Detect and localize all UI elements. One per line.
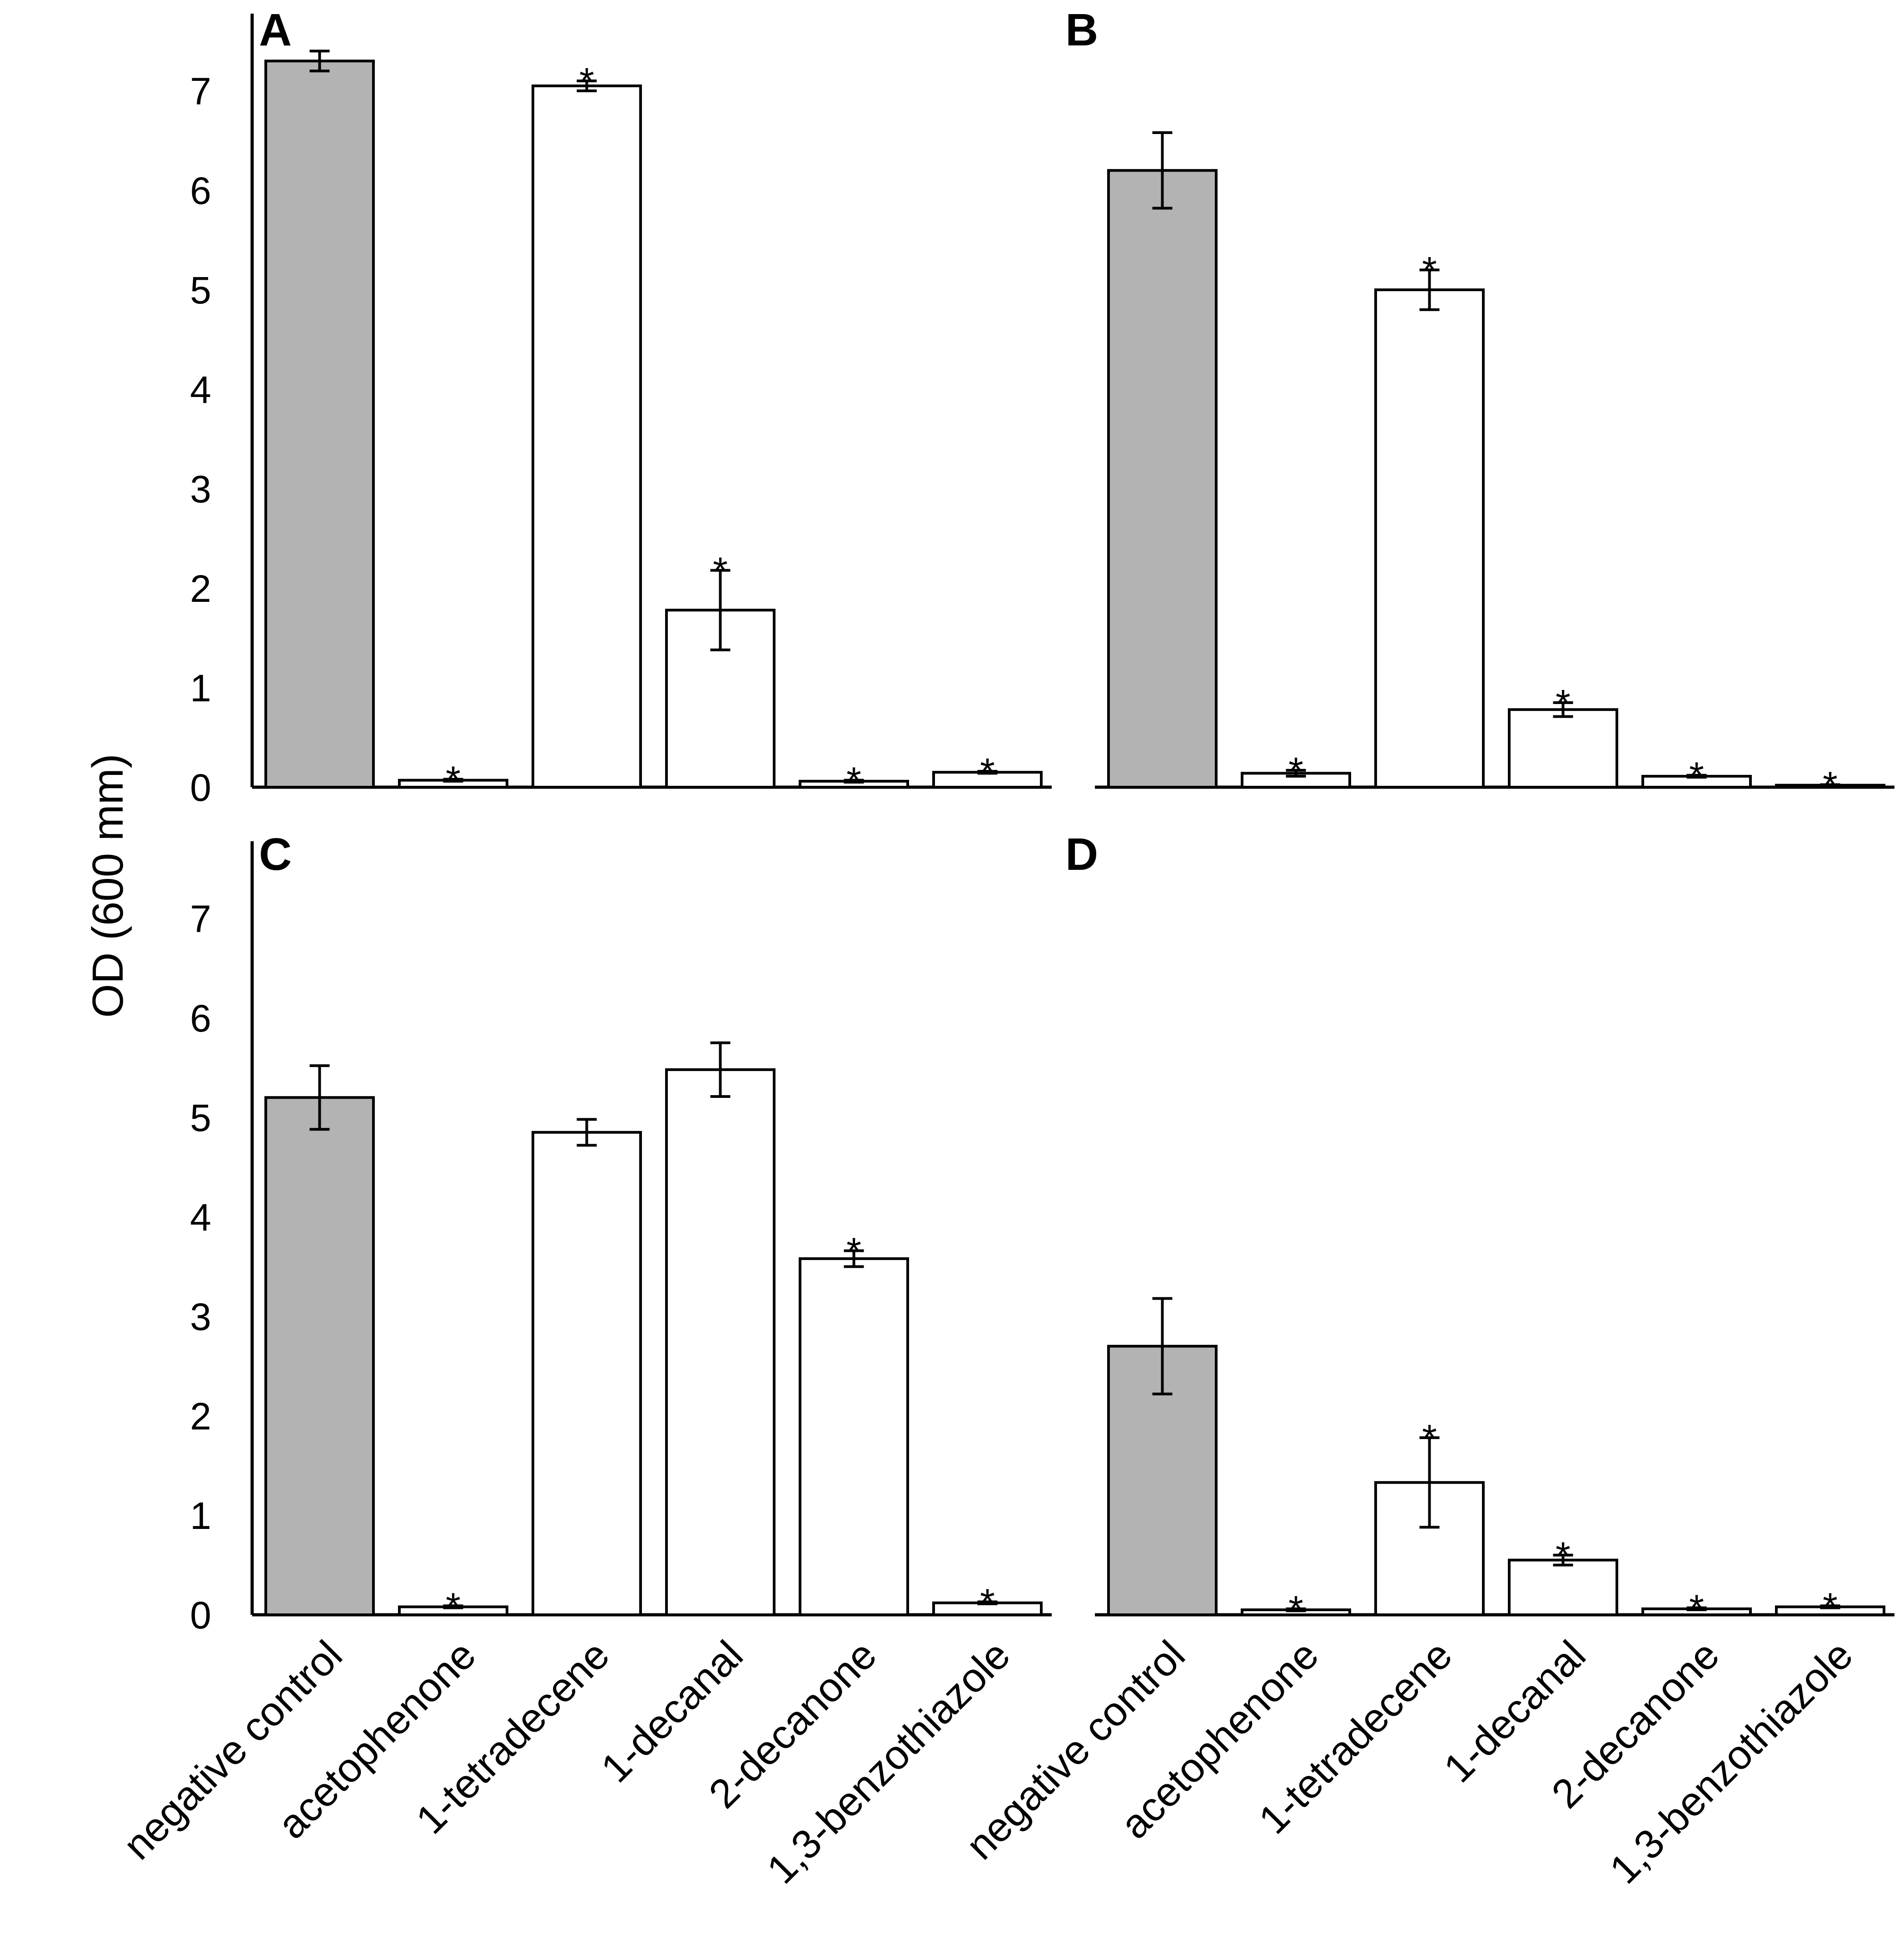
y-tick-label: 6 [190,997,211,1040]
significance-marker: * [1823,1585,1838,1628]
bar [532,84,642,789]
bar [932,771,1043,789]
bar [532,1131,642,1617]
bar [799,1257,909,1616]
significance-marker: * [846,1230,861,1272]
significance-marker: * [980,750,995,793]
significance-marker: * [446,1585,461,1628]
significance-marker: * [1288,1588,1303,1631]
y-tick-label: 2 [190,567,211,610]
y-tick-label: 5 [190,269,211,312]
bar [1508,708,1618,789]
y-tick-label: 2 [190,1395,211,1438]
panel-label-d: D [1065,829,1098,880]
significance-marker: * [1288,749,1303,792]
significance-marker: * [446,758,461,801]
x-category-labels: negative controlacetophenone1-tetradecen… [115,1632,1862,1892]
bar [1374,288,1485,789]
significance-marker: * [1689,1587,1704,1630]
panel-label-a: A [259,5,292,55]
panel-c: C 0 1 2 3 4 5 6 7 * * * [190,829,1052,1637]
panel-label-b: B [1065,5,1098,55]
y-tick-label: 4 [190,368,211,411]
y-tick-label: 0 [190,1594,211,1637]
bar [264,1096,375,1616]
y-tick-label: 0 [190,766,211,809]
significance-marker: * [846,759,861,802]
significance-marker: * [1422,1417,1437,1459]
panel-d: D * * * * * [1065,829,1894,1631]
y-tick-label: 3 [190,468,211,511]
y-tick-label: 4 [190,1196,211,1239]
y-tick-label: 1 [190,1494,211,1537]
y-tick-label: 6 [190,169,211,212]
panel-label-c: C [259,829,292,880]
bar [264,60,375,789]
bar [1508,1558,1618,1617]
significance-marker: * [1556,1534,1571,1577]
significance-marker: * [579,60,594,103]
y-tick-label: 7 [190,898,211,940]
y-tick-label: 5 [190,1097,211,1139]
y-tick-label: 1 [190,667,211,710]
significance-marker: * [1823,764,1838,807]
x-category-label: 1,3-benzothiazole [1601,1632,1862,1892]
significance-marker: * [1689,754,1704,797]
significance-marker: * [1556,682,1571,724]
bar [665,1068,776,1616]
y-tick-label: 7 [190,70,211,113]
significance-marker: * [1422,249,1437,292]
panel-a: A 0 1 2 3 4 5 6 7 * * * * * [190,5,1052,809]
significance-marker: * [713,550,728,592]
y-axis-label: OD (600 mm) [84,754,132,1017]
bar [1107,169,1218,789]
y-tick-label: 3 [190,1295,211,1338]
panel-b: B * * * * * [1065,5,1894,807]
significance-marker: * [980,1581,995,1624]
